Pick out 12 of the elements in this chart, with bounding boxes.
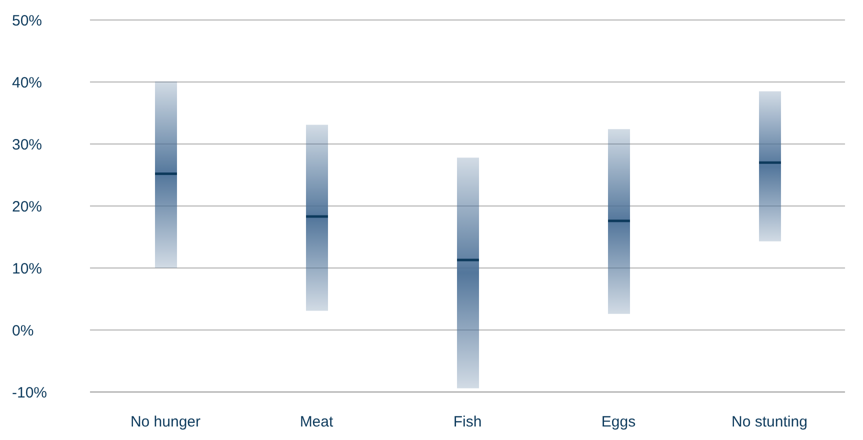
y-tick-label: 30% <box>12 136 42 154</box>
x-tick-label: Fish <box>453 414 482 431</box>
y-tick-label: 10% <box>12 260 42 278</box>
x-tick-label: No hunger <box>130 414 201 431</box>
y-tick-label: -10% <box>12 384 48 402</box>
y-tick-label: 40% <box>12 74 42 92</box>
y-tick-label: 0% <box>12 322 34 340</box>
y-tick-label: 20% <box>12 198 42 216</box>
y-tick-label: 50% <box>12 12 42 30</box>
x-tick-label: No stunting <box>732 414 808 431</box>
x-tick-label: Meat <box>300 414 334 431</box>
x-tick-label: Eggs <box>601 414 636 431</box>
